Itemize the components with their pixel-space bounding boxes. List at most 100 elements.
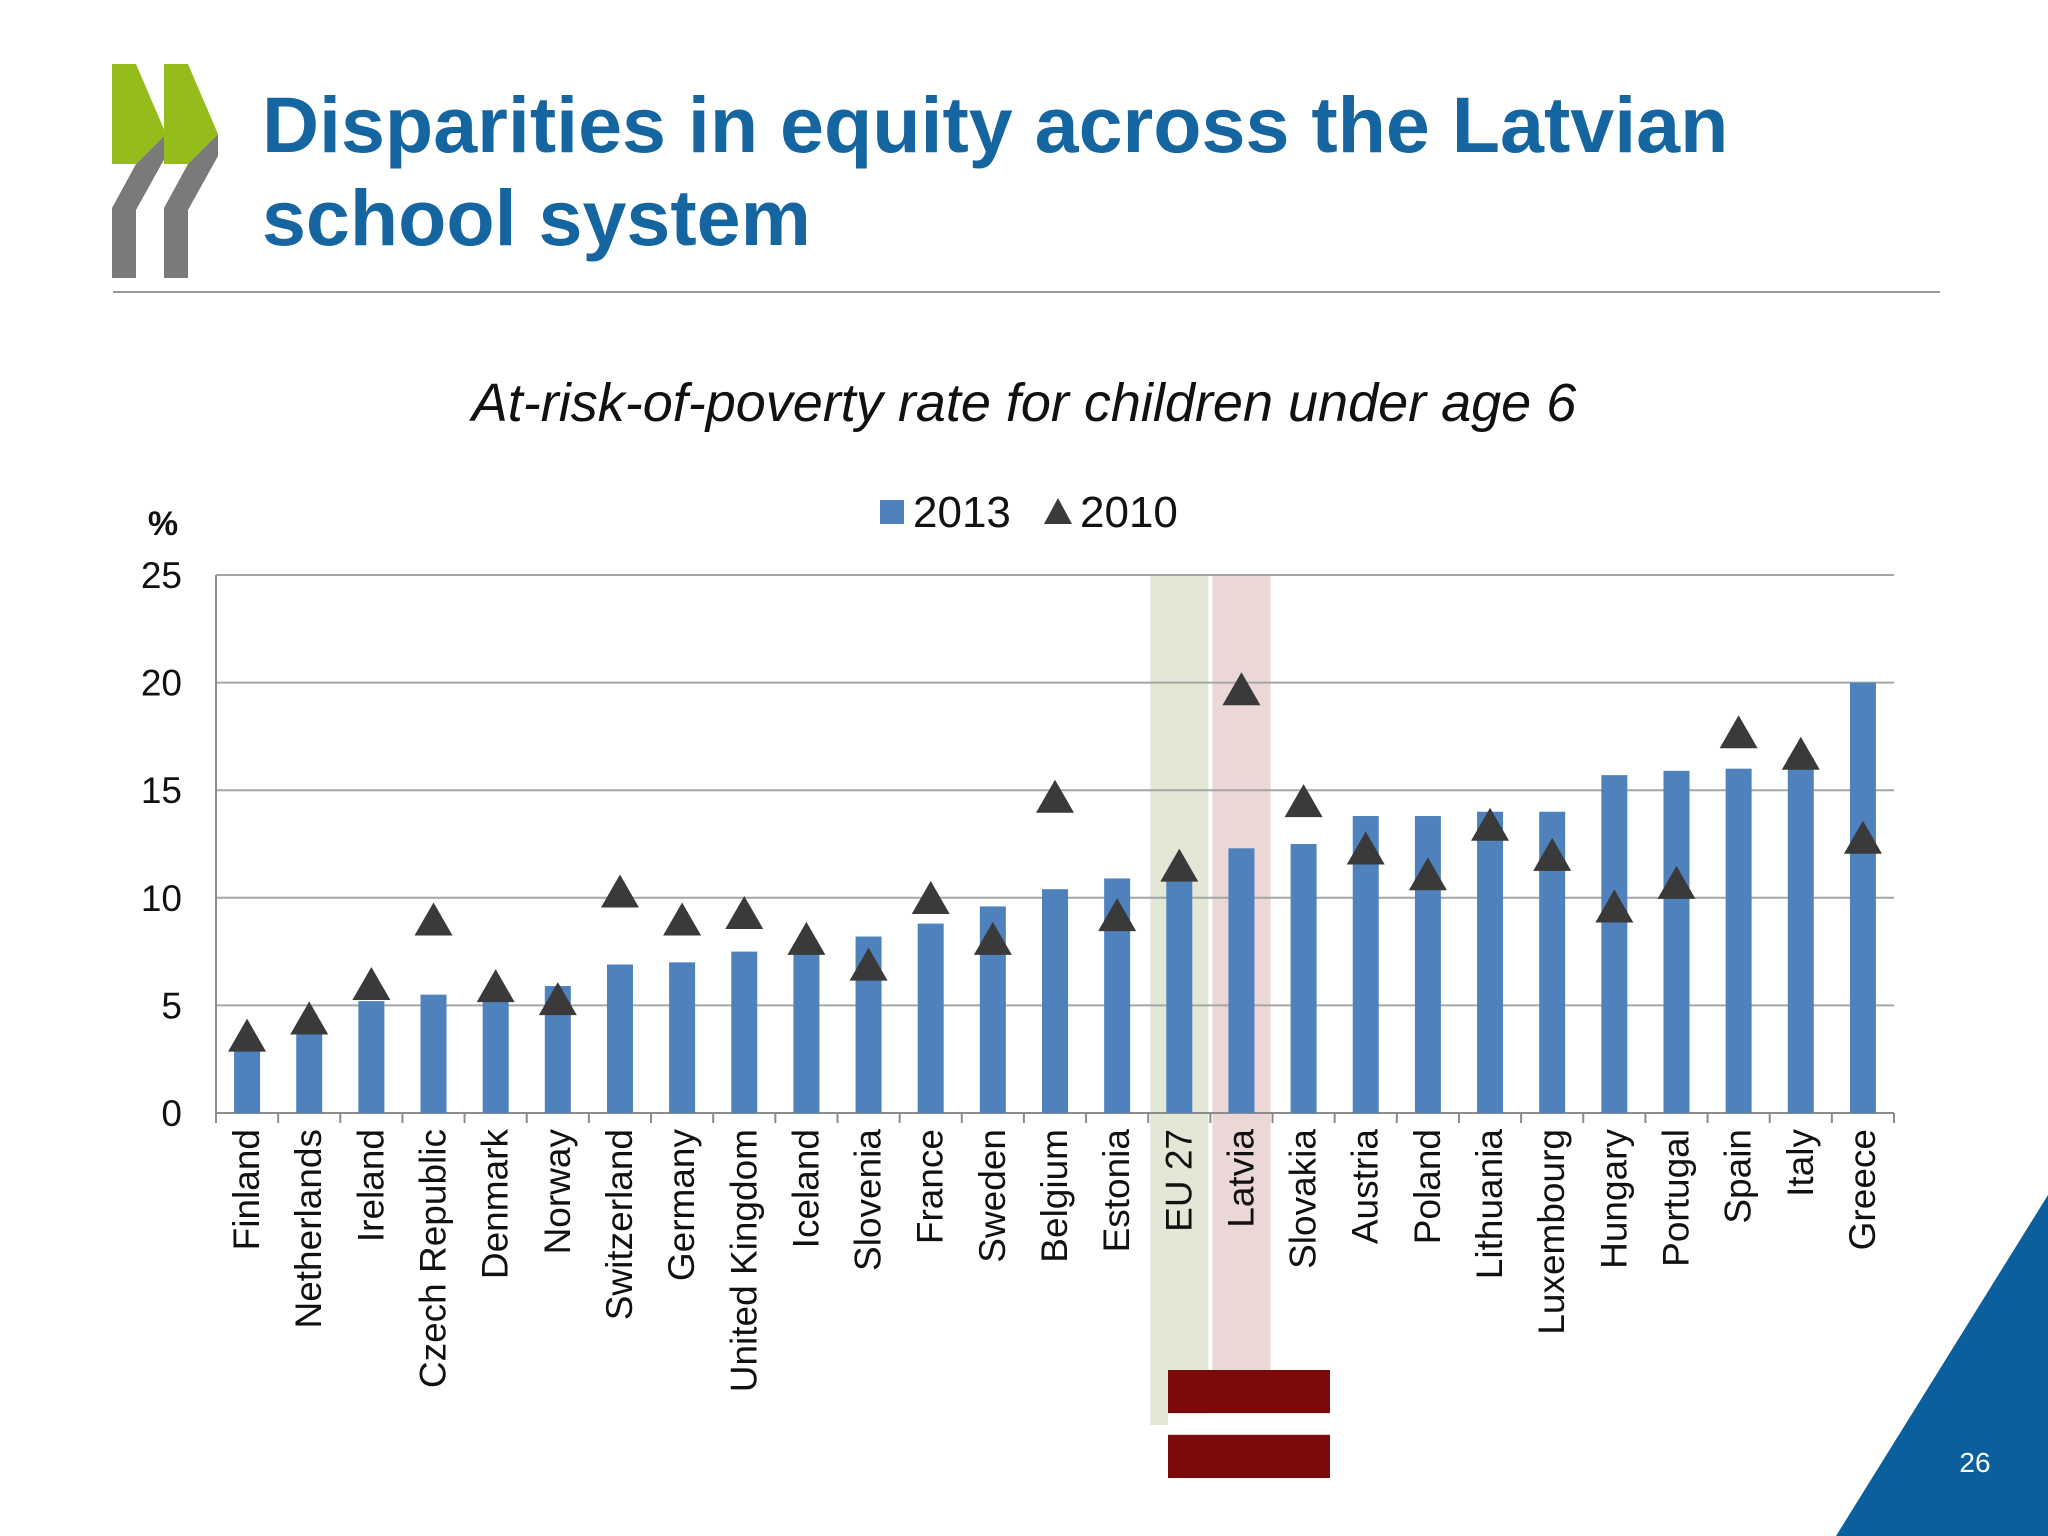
y-tick-label-10: 10 [141,878,182,919]
category-label-united-kingdom: United Kingdom [723,1129,764,1392]
category-label-sweden: Sweden [972,1129,1013,1263]
category-label-poland: Poland [1407,1129,1448,1244]
marker-2010-luxembourg [1533,837,1572,871]
marker-2010-italy [1781,736,1820,770]
y-axis-unit: % [148,505,178,543]
category-label-luxembourg: Luxembourg [1531,1129,1572,1335]
marker-2010-finland [228,1018,267,1052]
category-label-italy: Italy [1780,1129,1821,1197]
legend-label-2010: 2010 [1080,488,1178,537]
marker-2010-portugal [1657,865,1696,899]
legend: 2013 2010 [880,488,1178,537]
category-label-estonia: Estonia [1096,1129,1137,1253]
logo-chevron-green-1 [112,64,166,164]
logo [112,64,218,278]
category-label-greece: Greece [1842,1129,1883,1250]
marker-2010-switzerland [600,874,639,908]
marker-2010-estonia [1098,898,1137,932]
marker-2010-czech-republic [414,902,453,936]
category-label-lithuania: Lithuania [1469,1129,1510,1280]
bar-2013-united-kingdom [731,951,758,1113]
bar-2013-spain [1725,768,1752,1113]
corner-decoration [1836,1195,2048,1536]
marker-2010-poland [1408,857,1447,891]
chart-title: At-risk-of-poverty rate for children und… [471,373,1577,433]
bar-2013-belgium [1042,889,1068,1113]
marker-2010-germany [663,902,702,936]
category-label-belgium: Belgium [1034,1129,1075,1263]
bar-2013-latvia [1228,848,1255,1113]
category-label-spain: Spain [1718,1129,1759,1224]
bar-2013-netherlands [296,1031,323,1113]
category-label-hungary: Hungary [1593,1129,1634,1269]
marker-2010-slovakia [1284,784,1323,818]
bar-2013-austria [1352,816,1379,1113]
slide-title: Disparities in equity across the Latvian… [262,80,1729,262]
category-label-portugal: Portugal [1655,1129,1696,1267]
y-tick-label-5: 5 [161,985,182,1026]
bar-2013-greece [1849,682,1876,1113]
marker-2010-iceland [787,921,826,955]
category-label-slovenia: Slovenia [848,1129,889,1271]
marker-2010-lithuania [1471,807,1510,841]
flag-stripe-3 [1168,1434,1330,1478]
flag-stripe-2 [1168,1413,1330,1435]
y-tick-label-20: 20 [141,663,182,704]
category-label-eu-27: EU 27 [1158,1129,1199,1232]
bar-2013-italy [1787,757,1814,1113]
bar-2013-ireland [358,1001,385,1113]
bar-2013-lithuania [1477,811,1504,1113]
page-number: 26 [1959,1447,1991,1478]
category-label-ireland: Ireland [350,1129,391,1242]
category-label-latvia: Latvia [1220,1129,1261,1228]
marker-layer [228,672,1882,1052]
y-tick-label-15: 15 [141,770,182,811]
legend-swatch-2013 [880,500,904,524]
title-divider [113,291,1940,293]
marker-2010-austria [1346,831,1385,865]
marker-2010-spain [1719,715,1758,749]
bar-2013-denmark [482,998,509,1113]
y-axis-ticks: 0 5 10 15 20 25 [141,555,182,1134]
marker-2010-sweden [973,921,1012,955]
bar-2013-finland [234,1041,261,1113]
category-label-switzerland: Switzerland [599,1129,640,1320]
legend-swatch-2010 [1044,498,1072,524]
marker-2010-greece [1843,820,1882,854]
bar-2013-slovakia [1290,844,1317,1113]
marker-2010-belgium [1036,779,1074,813]
marker-2010-ireland [352,967,391,1001]
marker-2010-united-kingdom [725,896,764,930]
category-label-norway: Norway [537,1129,578,1255]
marker-2010-slovenia [849,947,888,981]
marker-2010-latvia [1222,672,1261,706]
legend-label-2013: 2013 [913,488,1011,537]
category-label-germany: Germany [661,1129,702,1282]
bar-2013-czech-republic [420,994,447,1113]
category-label-austria: Austria [1345,1129,1386,1245]
marker-2010-eu-27 [1160,848,1199,882]
logo-chevron-grey-2 [164,134,218,278]
bar-2013-eu-27 [1166,871,1193,1113]
y-tick-label-0: 0 [161,1093,182,1134]
category-label-iceland: Iceland [785,1129,826,1248]
x-axis-labels: Finland Netherlands Ireland Czech Republic D… [226,1129,1883,1393]
flag-stripe-1 [1168,1370,1330,1414]
category-label-france: France [910,1129,951,1244]
marker-2010-netherlands [290,1001,329,1035]
bar-2013-portugal [1663,770,1690,1113]
logo-chevron-green-2 [164,64,218,164]
category-label-finland: Finland [226,1129,267,1250]
latvia-flag [1168,1370,1330,1478]
bar-2013-switzerland [606,964,633,1113]
marker-2010-hungary [1595,889,1634,923]
category-label-slovakia: Slovakia [1283,1129,1324,1269]
y-tick-label-25: 25 [141,555,182,596]
bar-2013-hungary [1601,775,1628,1113]
category-label-netherlands: Netherlands [288,1129,329,1329]
bar-2013-germany [669,962,696,1113]
logo-chevron-grey-1 [112,134,166,278]
marker-2010-france [911,880,950,914]
